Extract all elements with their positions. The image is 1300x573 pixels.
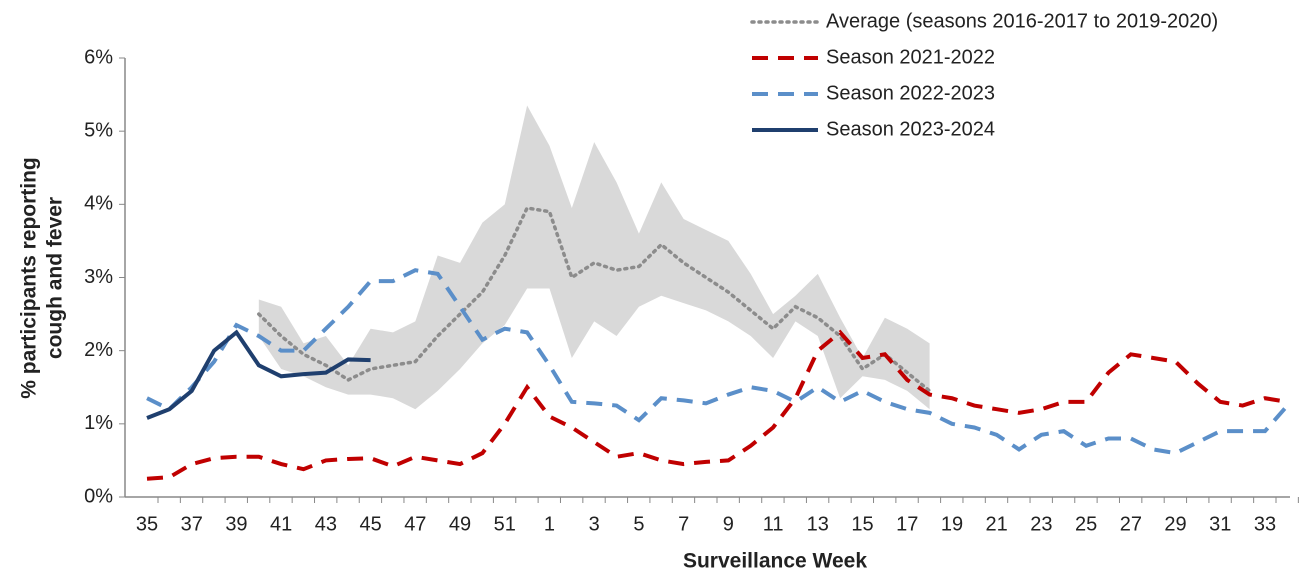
series-line (146, 329, 371, 420)
y-tick-label: 3% (84, 266, 113, 288)
x-tick-label: 29 (1164, 513, 1186, 535)
y-tick-label: 1% (84, 412, 113, 434)
x-tick-label: 9 (723, 513, 734, 535)
y-tick-label: 4% (84, 193, 113, 215)
y-axis-label: cough and fever (44, 197, 67, 359)
x-tick-label: 41 (270, 513, 292, 535)
x-tick-label: 15 (851, 513, 873, 535)
x-tick-label: 33 (1254, 513, 1276, 535)
legend-label: Season 2023-2024 (826, 118, 995, 140)
x-tick-label: 47 (404, 513, 426, 535)
series-line (257, 206, 932, 393)
x-tick-label: 1 (544, 513, 555, 535)
x-tick-label: 39 (225, 513, 247, 535)
legend-label: Average (seasons 2016-2017 to 2019-2020) (826, 10, 1218, 32)
x-tick-label: 5 (633, 513, 644, 535)
x-tick-label: 13 (807, 513, 829, 535)
x-tick-label: 31 (1209, 513, 1231, 535)
range-band (258, 105, 930, 410)
y-tick-label: 0% (84, 485, 113, 507)
x-tick-label: 7 (678, 513, 689, 535)
x-tick-label: 23 (1030, 513, 1052, 535)
x-tick-label: 11 (763, 513, 784, 535)
x-tick-label: 51 (494, 513, 516, 535)
x-tick-label: 35 (136, 513, 158, 535)
x-tick-label: 19 (941, 513, 963, 535)
x-tick-label: 3 (589, 513, 600, 535)
x-tick-label: 21 (986, 513, 1008, 535)
x-tick-label: 45 (359, 513, 381, 535)
x-tick-label: 43 (315, 513, 337, 535)
legend-label: Season 2022-2023 (826, 82, 995, 104)
legend-label: Season 2021-2022 (826, 46, 995, 68)
x-tick-label: 25 (1075, 513, 1097, 535)
x-tick-label: 27 (1120, 513, 1142, 535)
x-tick-label: 37 (181, 513, 203, 535)
series-line (146, 268, 1289, 456)
x-tick-label: 17 (896, 513, 918, 535)
y-tick-label: 6% (84, 46, 113, 68)
series-line (146, 329, 1288, 481)
y-tick-label: 5% (84, 119, 113, 141)
y-axis-label: % participants reporting (18, 157, 41, 399)
y-tick-label: 2% (84, 339, 113, 361)
x-tick-label: 49 (449, 513, 471, 535)
x-axis-label: Surveillance Week (683, 550, 867, 573)
